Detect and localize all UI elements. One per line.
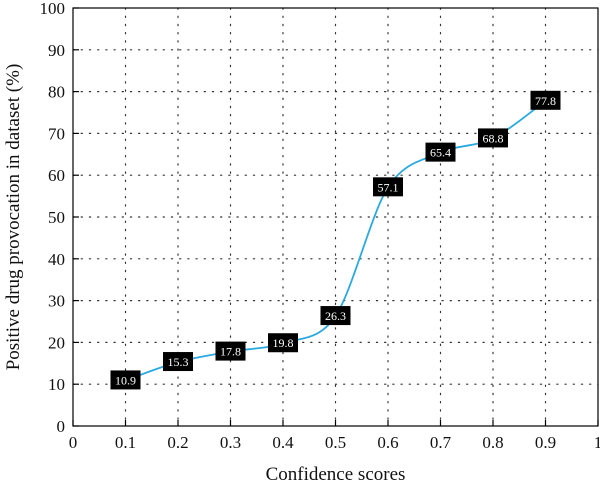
data-labels: 10.9 15.3 17.8 19.8 26.3 57.1 65.4 68.8 77.8 xyxy=(110,90,561,390)
y-tick-label: 0 xyxy=(57,417,66,436)
x-axis-title: Confidence scores xyxy=(266,464,406,485)
y-tick-label: 20 xyxy=(48,333,65,352)
data-label-box xyxy=(110,370,141,390)
x-tick-label: 0.3 xyxy=(220,433,241,452)
y-tick-label: 40 xyxy=(48,250,65,269)
data-label-box xyxy=(320,306,351,326)
data-label-text: 19.8 xyxy=(273,336,294,350)
y-tick-label: 80 xyxy=(48,83,65,102)
data-label-box xyxy=(530,90,561,110)
data-label-text: 17.8 xyxy=(220,345,241,359)
x-tick-label: 0.6 xyxy=(377,433,398,452)
x-tick-label: 0 xyxy=(69,433,78,452)
data-label-text: 77.8 xyxy=(535,94,556,108)
x-tick-label: 0.2 xyxy=(167,433,188,452)
x-tick-label: 1 xyxy=(594,433,600,452)
data-label: 10.9 xyxy=(110,370,141,390)
data-label-box xyxy=(268,333,298,353)
data-label-text: 10.9 xyxy=(115,373,136,387)
x-tick-label: 0.5 xyxy=(325,433,346,452)
x-tick-label: 0.7 xyxy=(430,433,452,452)
data-label-text: 15.3 xyxy=(168,355,189,369)
data-label: 77.8 xyxy=(530,90,561,110)
data-label-box xyxy=(373,177,403,197)
data-label: 15.3 xyxy=(163,352,193,372)
data-label-text: 57.1 xyxy=(378,180,399,194)
tick-labels: 0 0.1 0.2 0.3 0.4 0.5 0.6 0.7 0.8 0.9 101020304050… xyxy=(40,0,600,452)
data-series xyxy=(125,100,547,382)
y-tick-label: 30 xyxy=(48,292,65,311)
data-label-box xyxy=(425,142,456,162)
x-tick-label: 0.1 xyxy=(115,433,136,452)
data-label: 65.4 xyxy=(425,142,456,162)
data-label-text: 68.8 xyxy=(483,131,504,145)
y-tick-label: 100 xyxy=(40,0,66,18)
axes xyxy=(72,7,599,427)
data-label-box xyxy=(478,128,508,148)
x-tick-label: 0.8 xyxy=(482,433,503,452)
data-label: 17.8 xyxy=(215,341,246,361)
data-label: 57.1 xyxy=(373,177,403,197)
data-label-box xyxy=(215,341,246,361)
y-tick-label: 10 xyxy=(48,375,65,394)
data-label-text: 26.3 xyxy=(325,309,346,323)
data-label: 19.8 xyxy=(268,333,298,353)
data-label: 26.3 xyxy=(320,306,351,326)
y-tick-label: 70 xyxy=(48,124,65,143)
y-tick-label: 60 xyxy=(48,166,65,185)
x-tick-label: 0.9 xyxy=(535,433,556,452)
x-tick-label: 0.4 xyxy=(272,433,294,452)
grid-lines xyxy=(72,7,599,427)
data-label-text: 65.4 xyxy=(430,146,451,160)
series-line xyxy=(125,100,547,382)
y-axis-title: Positive drug provocation in dataset (%) xyxy=(3,64,24,371)
y-tick-label: 50 xyxy=(48,208,65,227)
data-label: 68.8 xyxy=(478,128,508,148)
y-tick-label: 90 xyxy=(48,41,65,60)
data-label-box xyxy=(163,352,193,372)
